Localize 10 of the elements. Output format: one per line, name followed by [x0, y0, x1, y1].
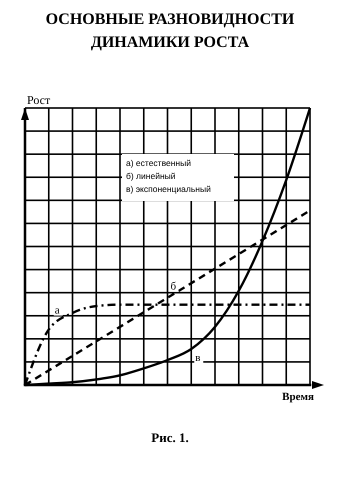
chart-title: ОСНОВНЫЕ РАЗНОВИДНОСТИ ДИНАМИКИ РОСТА: [46, 11, 295, 51]
text: Рис. 1.: [151, 430, 189, 445]
series-label: а: [54, 304, 60, 317]
x-axis-title: Время: [282, 391, 314, 403]
annotation: а) естественный: [126, 158, 192, 168]
annotation: б) линейный: [126, 171, 176, 181]
annotation: в) экспоненциальный: [126, 184, 212, 194]
series-label: в: [195, 352, 200, 364]
series-label: б: [170, 280, 176, 293]
y-axis-title: Рост: [27, 93, 51, 107]
